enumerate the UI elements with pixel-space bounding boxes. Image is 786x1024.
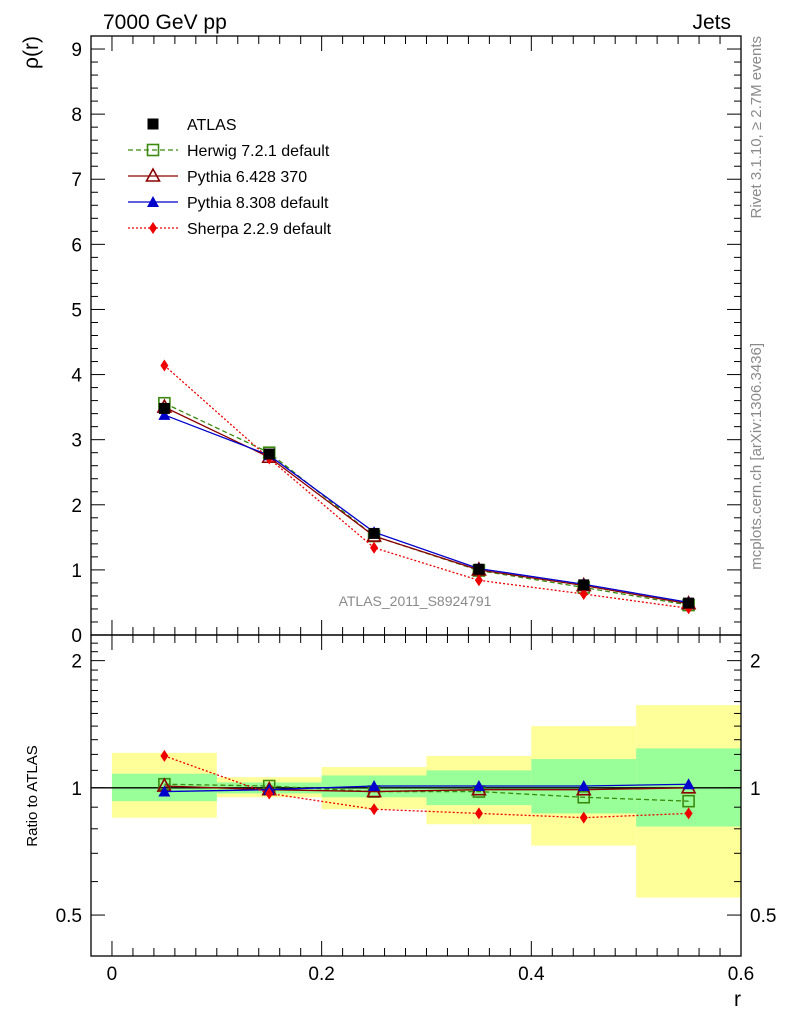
ratio-series-line [164,785,689,793]
ratio-y-axis-label: Ratio to ATLAS [24,745,41,846]
legend-entry: Sherpa 2.2.9 default [128,221,332,238]
data-point [158,408,171,420]
legend-marker [146,143,160,157]
ratio-data-point [158,785,171,797]
ratio-y-tick-label-right: 0.5 [750,906,776,927]
legend: ATLAS Herwig 7.2.1 default Pythia 6.428 37… [128,117,332,238]
ratio-series-line [164,783,689,793]
ratio-data-point [160,749,169,762]
x-axis-label: r [734,988,741,1011]
main-y-tick-label: 7 [71,170,82,191]
data-point [370,541,379,554]
data-point [474,574,483,587]
main-panel-series [156,359,697,615]
main-y-tick-label: 8 [71,105,82,126]
ratio-series-line [164,755,689,819]
header-left-label: 7000 GeV pp [103,11,227,34]
main-y-tick-label: 6 [71,235,82,256]
x-tick-label: 0.2 [308,964,334,985]
data-point [263,448,275,460]
legend-entry: Pythia 6.428 370 [128,167,307,186]
main-panel-frame: 0 1 2 3 4 5 6 7 8 9 [71,35,742,647]
legend-entry: Herwig 7.2.1 default [128,143,330,160]
data-point [683,597,695,609]
ratio-data-point [579,811,588,824]
data-point [579,587,588,600]
ratio-data-point [265,787,274,800]
data-point [473,563,485,575]
legend-label: ATLAS [187,117,237,134]
ratio-data-point [577,790,591,804]
ratio-y-tick-label-left: 2 [71,652,82,673]
series-line [164,402,689,606]
series-line [164,414,689,604]
data-point [368,527,380,539]
legend-label: Pythia 8.308 default [187,195,329,212]
header-right-label: Jets [692,11,731,34]
legend-entry: Pythia 8.308 default [128,195,329,212]
ratio-data-point [474,807,483,820]
ratio-data-point [472,780,485,792]
analysis-label: ATLAS_2011_S8924791 [339,593,492,609]
ratio-y-tick-label-right: 1 [750,779,761,800]
data-point [158,402,170,414]
ratio-y-tick-label-left: 0.5 [56,906,82,927]
ratio-data-point [682,794,695,808]
main-y-tick-label: 0 [71,626,82,647]
legend-marker [145,167,161,182]
x-tick-label: 0.4 [518,964,545,985]
series-atlas [158,402,695,609]
ratio-uncertainty-bands [111,705,741,898]
ratio-data-point [682,778,695,790]
data-point [160,359,169,372]
series-herwig-7-2-1-default [158,396,695,612]
mcplots-reference-label: mcplots.cern.ch [arXiv:1306.3436] [748,343,765,570]
main-y-tick-label: 9 [71,40,82,61]
series-line [164,406,689,605]
ratio-data-point [370,803,379,816]
main-y-tick-label: 4 [71,366,82,387]
ratio-y-tick-label-right: 2 [750,652,761,673]
ratio-data-point [577,780,590,792]
data-point [578,579,590,591]
main-y-tick-label: 5 [71,300,82,321]
series-line [163,364,689,609]
ratio-y-tick-label-left: 1 [71,779,82,800]
legend-label: Sherpa 2.2.9 default [187,221,332,238]
main-y-tick-label: 1 [71,561,82,582]
legend-marker [147,118,159,130]
legend-label: Herwig 7.2.1 default [187,143,330,160]
ratio-series-sherpa-2-2-9-default [160,749,693,824]
ratio-panel-series [156,749,697,824]
series-pythia-6-428-370 [156,398,697,610]
series-sherpa-2-2-9-default [160,359,693,615]
ratio-data-point [684,807,693,820]
legend-marker [149,222,157,234]
ratio-data-point [368,780,381,792]
legend-label: Pythia 6.428 370 [187,169,307,186]
legend-entry: ATLAS [147,117,237,134]
x-tick-label: 0.6 [728,964,754,985]
x-tick-label: 0 [107,964,118,985]
main-y-tick-label: 3 [71,431,82,452]
main-y-tick-label: 2 [71,496,82,517]
main-y-axis-label: ρ(r) [20,36,43,69]
ratio-plot-area [90,634,742,957]
legend-marker [147,196,159,207]
rivet-version-label: Rivet 3.1.10, ≥ 2.7M events [748,36,765,219]
